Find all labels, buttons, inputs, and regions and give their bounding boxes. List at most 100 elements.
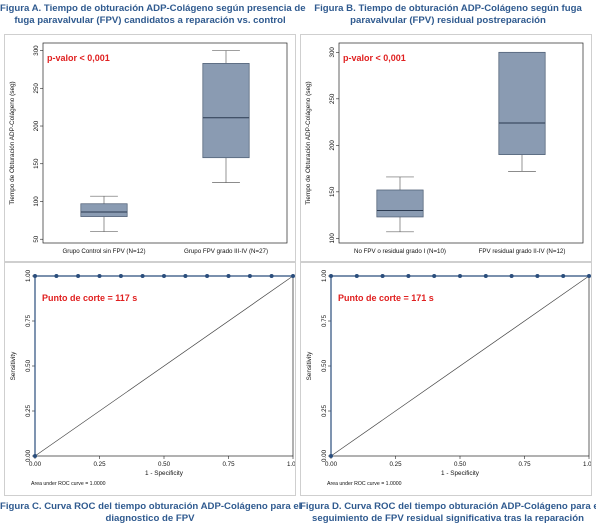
x-category-label: No FPV o residual grado I (N=10) [354,248,446,255]
panel-figure-d: 0.00 0.25 0.50 0.75 1.00 0.00 0.25 0.50 0.75 1.00… [300,262,592,496]
annotation-p-value: p-valor < 0,001 [343,53,406,63]
y-tick-label: 150 [33,158,40,169]
x-tick-label: 0.75 [518,461,531,468]
roc-point [587,274,591,278]
roc-point [118,274,123,278]
y-axis-label: Tiempo de Obturación ADP-Colágeno (seg) [305,81,312,204]
roc-point [483,274,488,278]
roc-point [509,274,514,278]
area-under-curve-note: Area under ROC curve = 1.0000 [31,481,106,487]
roc-point [33,274,37,278]
y-tick-label: 300 [329,47,336,58]
roc-point [458,274,462,278]
x-tick-label: 0.50 [158,461,171,468]
y-tick-label: 150 [329,186,336,197]
roc-point [291,274,295,278]
reference-line [34,275,294,457]
annotation-cutoff: Punto de corte = 117 s [42,293,137,303]
plot-frame [338,42,584,244]
caption-figure-d: Figura D. Curva ROC del tiempo obturació… [300,501,596,524]
roc-point [329,454,333,458]
y-tick-label: 100 [33,196,40,207]
x-tick-label: 0.50 [454,461,467,468]
roc-point [406,274,411,278]
x-category-label: FPV residual grado II-IV (N=12) [479,248,566,255]
caption-figure-a-line2: fuga paravalvular (FPV) candidatos a rep… [14,14,286,26]
chart-figure-a: 50 100 150 200 250 300 Tiempo de Obturación AD… [9,42,288,255]
caption-figure-b-line1: Figura B. Tiempo de obturación ADP-Colág… [314,3,582,14]
annotation-p-value: p-valor < 0,001 [47,53,110,63]
y-tick-label: 0.25 [25,404,32,417]
y-tick-label: 1.00 [25,269,32,282]
y-tick-label: 0.00 [321,449,328,462]
y-tick-label: 0.25 [321,404,328,417]
chart-figure-c: 0.00 0.25 0.50 0.75 1.00 0.00 0.25 0.50 0.75 1.00… [10,269,295,487]
annotation-cutoff: Punto de corte = 171 s [338,293,434,303]
y-axis-label: Sensitivity [10,351,17,381]
x-tick-label: 0.00 [29,461,42,468]
y-tick-label: 0.75 [25,314,32,327]
roc-point [329,274,333,278]
box [498,51,546,155]
y-axis-label: Tiempo de Obturación ADP-Colágeno (seg) [9,81,16,204]
x-tick-label: 0.75 [222,461,235,468]
reference-line [330,275,590,457]
chart-figure-d: 0.00 0.25 0.50 0.75 1.00 0.00 0.25 0.50 0.75 1.00… [306,269,591,487]
y-tick-label: 0.50 [25,359,32,372]
roc-point [97,274,102,278]
box [202,63,250,159]
caption-figure-d-line1: Figura D. Curva ROC del tiempo obturació… [300,501,596,512]
x-tick-label: 1.00 [287,461,295,468]
panel-figure-c: 0.00 0.25 0.50 0.75 1.00 0.00 0.25 0.50 0.75 1.00… [4,262,296,496]
x-tick-label: 0.25 [389,461,402,468]
y-tick-label: 50 [33,235,40,242]
x-category-label: Grupo Control sin FPV (N=12) [62,248,145,255]
caption-figure-c-line2: diagnostico de FPV [105,512,195,524]
roc-point [432,274,437,278]
caption-figure-c: Figura C. Curva ROC del tiempo obturació… [0,501,302,524]
roc-point [561,274,566,278]
caption-figure-a-line1: Figura A. Tiempo de obturación ADP-Colág… [0,3,306,14]
y-tick-label: 1.00 [321,269,328,282]
roc-point [226,274,231,278]
roc-point [247,274,252,278]
caption-figure-b-line2: paravalvular (FPV) residual postreparaci… [350,14,546,26]
roc-point [269,274,274,278]
roc-point [183,274,188,278]
y-tick-label: 200 [329,140,336,151]
roc-point [140,274,145,278]
roc-curve [34,275,293,456]
roc-point [76,274,81,278]
area-under-curve-note: Area under ROC curve = 1.0000 [327,481,402,487]
roc-point [535,274,540,278]
x-category-label: Grupo FPV grado III-IV (N=27) [184,248,268,255]
x-axis-label: 1 - Specificity [145,470,184,477]
panel-figure-b: 100 150 200 250 300 Tiempo de Obturación ADP-… [300,34,592,262]
y-tick-label: 200 [33,120,40,131]
y-tick-label: 250 [33,83,40,94]
y-tick-label: 0.00 [25,449,32,462]
roc-point [54,274,59,278]
x-tick-label: 0.25 [93,461,106,468]
y-axis-label: Sensitivity [306,351,313,381]
box [376,189,424,218]
x-axis-label: 1 - Specificity [441,470,480,477]
caption-figure-b: Figura B. Tiempo de obturación ADP-Colág… [300,3,596,26]
y-tick-label: 0.75 [321,314,328,327]
caption-figure-d-line2: seguimiento de FPV residual significativ… [312,512,584,524]
roc-point [354,274,359,278]
roc-point [380,274,385,278]
box [80,203,128,217]
panel-figure-a: 50 100 150 200 250 300 Tiempo de Obturación AD… [4,34,296,262]
chart-figure-b: 100 150 200 250 300 Tiempo de Obturación ADP-… [305,42,584,255]
roc-curve [330,275,589,456]
x-tick-label: 1.00 [583,461,591,468]
caption-figure-a: Figura A. Tiempo de obturación ADP-Colág… [0,3,306,26]
y-tick-label: 0.50 [321,359,328,372]
y-tick-label: 100 [329,233,336,244]
caption-figure-c-line1: Figura C. Curva ROC del tiempo obturació… [0,501,302,512]
y-tick-label: 300 [33,45,40,56]
x-tick-label: 0.00 [325,461,338,468]
plot-frame [42,42,288,244]
roc-point [162,274,166,278]
